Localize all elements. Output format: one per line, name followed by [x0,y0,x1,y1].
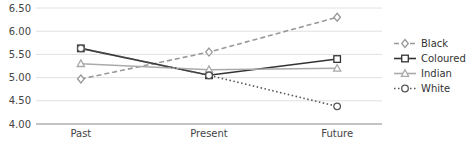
y-tick-label: 5.50 [9,49,31,60]
x-axis [36,124,382,125]
plot-area [77,13,340,109]
series [77,60,340,73]
y-tick-label: 5.00 [9,72,31,83]
point [206,72,213,79]
y-tick-label: 6.00 [9,26,31,37]
grid-line [36,31,382,32]
point [334,56,341,63]
legend-marker [402,85,409,92]
chart: 4.00 4.50 5.00 5.50 6.00 6.50 Past Present Futur… [0,0,474,144]
legend-marker [402,55,409,62]
x-tick-label: Past [70,128,91,139]
line [81,48,337,106]
y-tick-label: 4.00 [9,119,31,130]
y-tick-label: 6.50 [9,3,31,14]
chart-container: 4.00 4.50 5.00 5.50 6.00 6.50 Past Present Futur… [0,0,474,144]
grid-line [36,8,382,9]
x-tick-label: Future [321,128,353,139]
grid-line [36,124,382,125]
line [81,48,337,75]
point [206,72,213,79]
point [78,45,85,52]
grid-line [36,100,382,101]
legend-label: Indian [421,68,452,79]
point [334,13,341,21]
legend-label: White [421,83,450,94]
point [334,65,341,72]
x-tick-label: Present [190,128,228,139]
series [78,45,341,110]
grid [36,8,382,124]
point [77,60,84,67]
point [334,103,341,110]
point [78,75,85,83]
line [81,17,337,79]
legend-marker [402,40,409,48]
legend: Black Coloured Indian White [394,38,466,94]
series [78,13,341,83]
point [78,45,85,52]
legend-label: Black [421,38,448,49]
point [206,48,213,56]
y-tick-label: 4.50 [9,95,31,106]
series [78,45,341,79]
legend-label: Coloured [421,53,466,64]
legend-marker [401,70,408,77]
